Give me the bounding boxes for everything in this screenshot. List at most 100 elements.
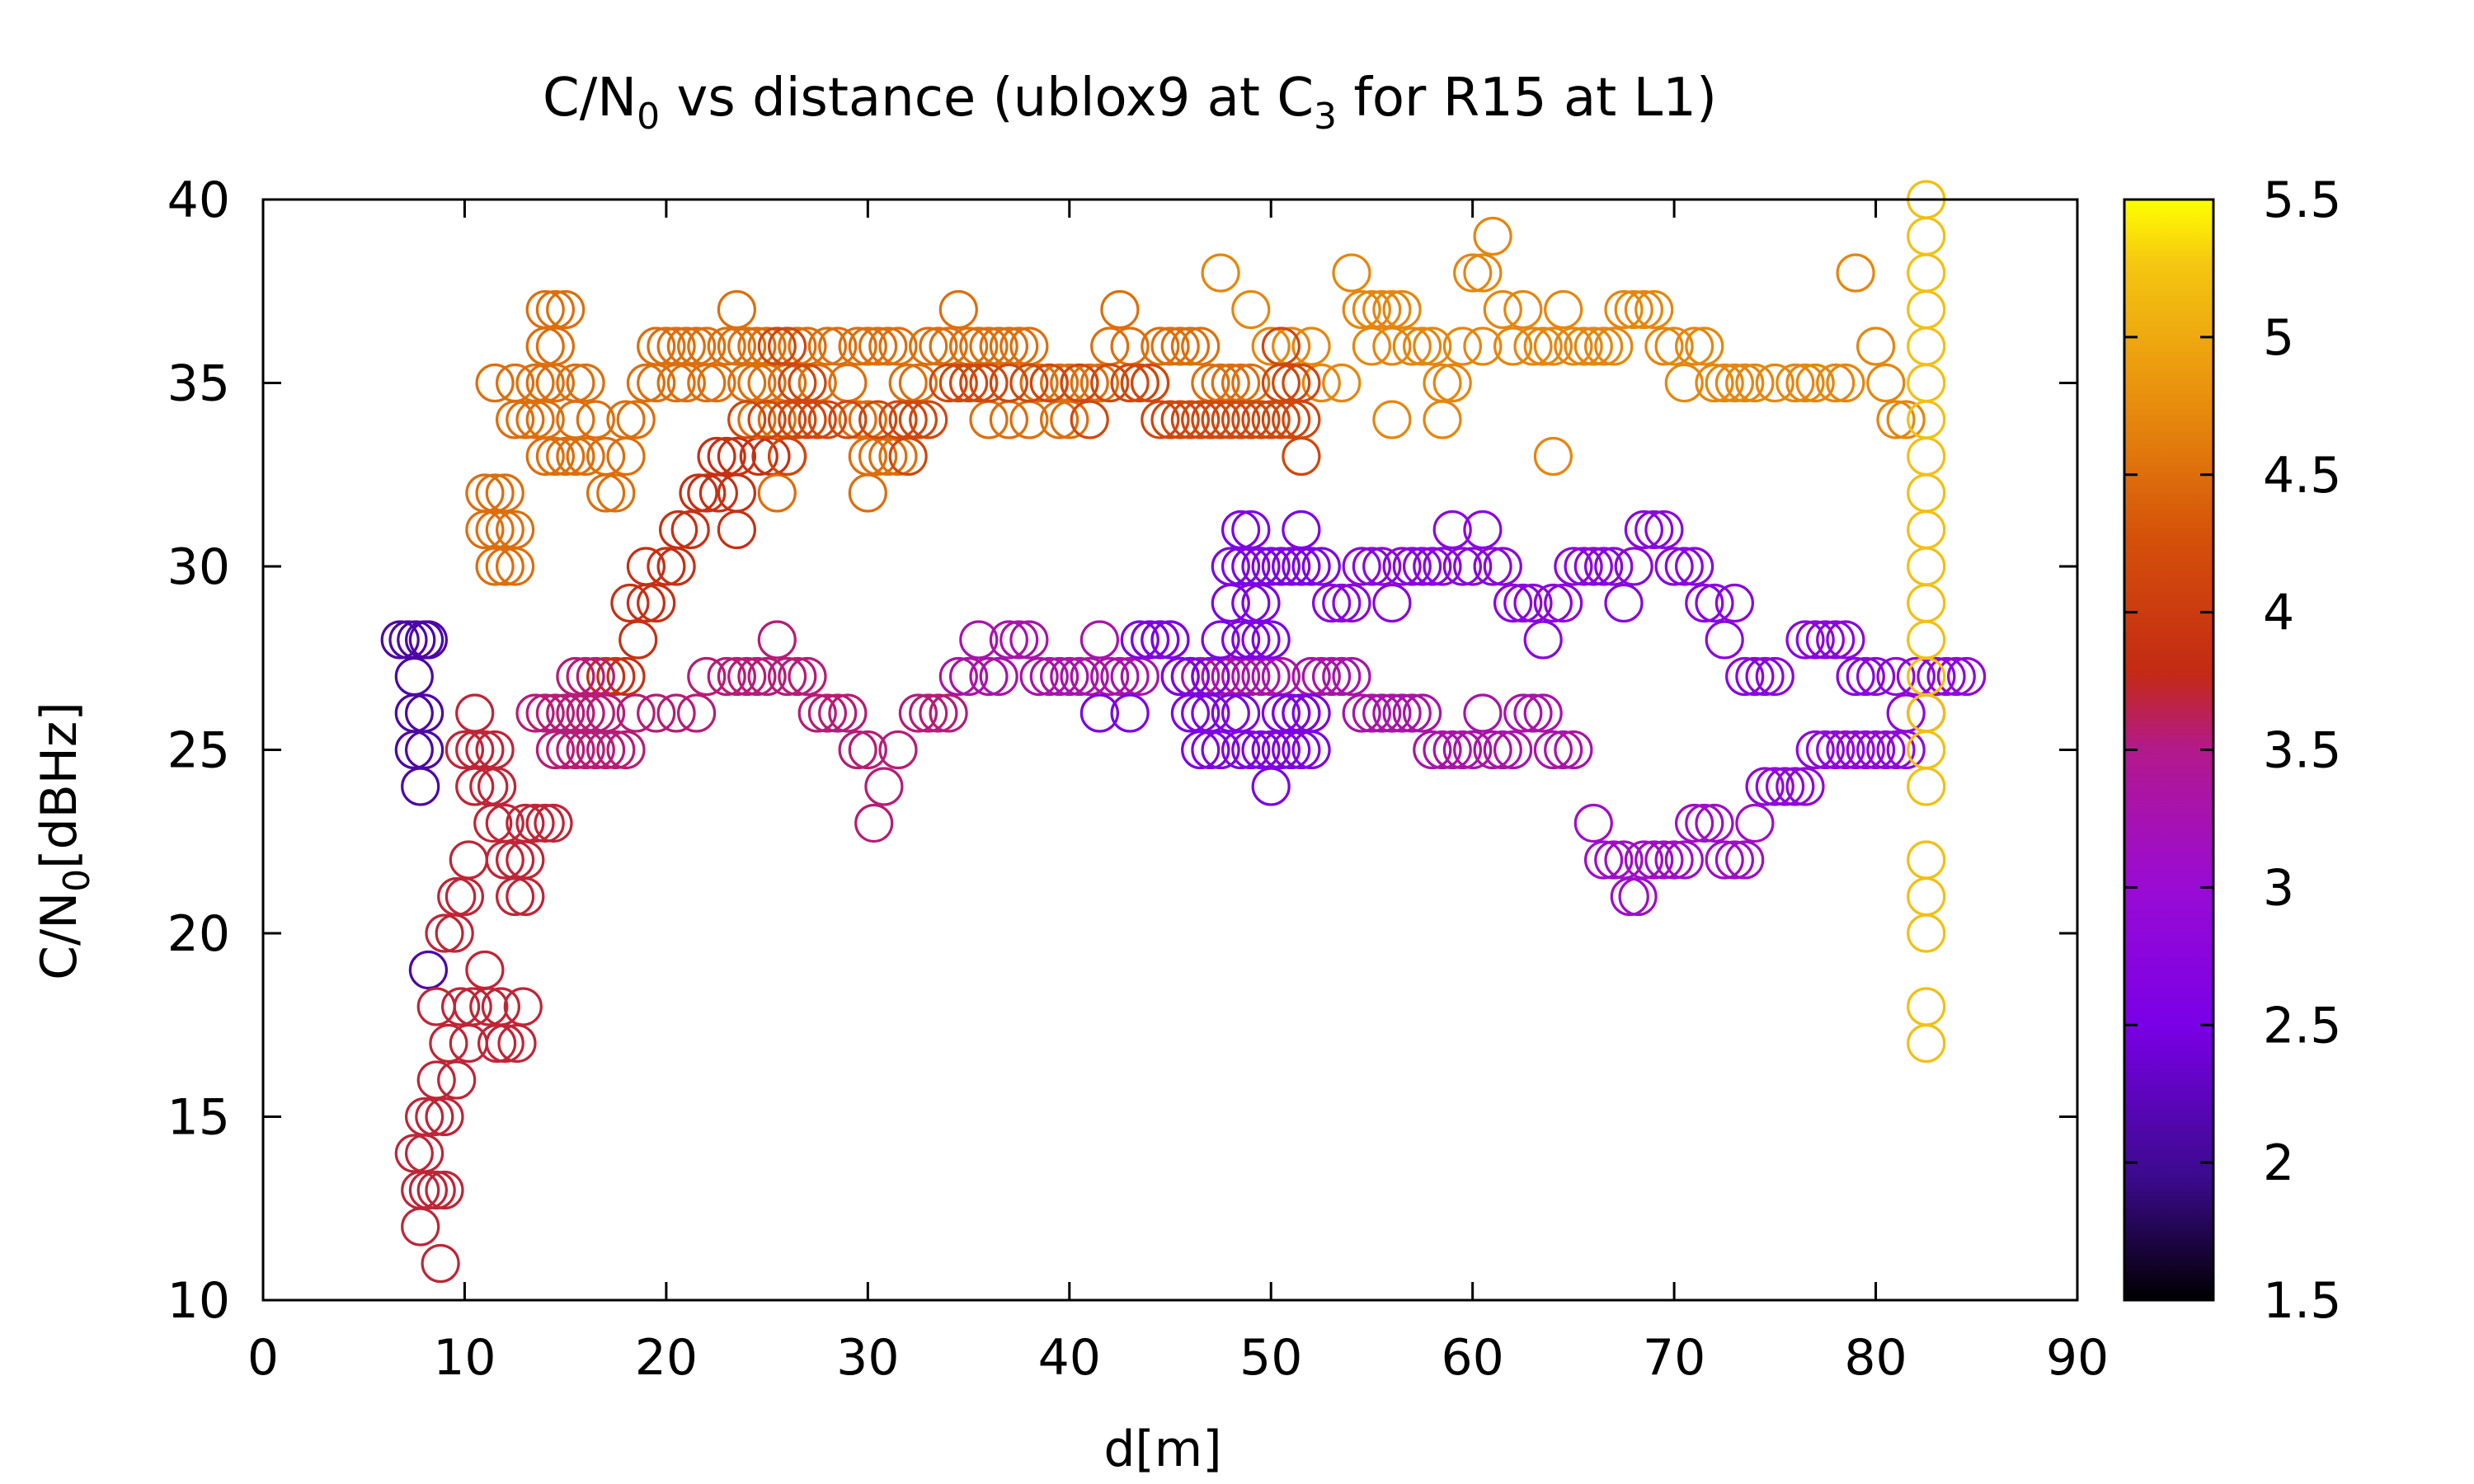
data-point [1050, 400, 1089, 439]
data-point [1221, 620, 1261, 660]
data-point [1392, 693, 1432, 733]
data-point [838, 730, 877, 770]
data-point [1705, 840, 1744, 880]
data-point [586, 730, 626, 770]
data-point [1160, 656, 1200, 697]
data-point [1423, 363, 1462, 403]
data-point [1876, 656, 1916, 697]
data-point [1291, 693, 1331, 733]
data-point [1231, 730, 1271, 770]
data-point [1311, 656, 1352, 697]
data-point [948, 363, 989, 403]
data-point [1785, 767, 1825, 806]
data-point [596, 730, 636, 770]
data-point [1493, 583, 1533, 623]
data-point [416, 1170, 456, 1210]
data-point [566, 730, 605, 770]
data-point [878, 400, 918, 439]
data-point [1382, 693, 1422, 733]
data-point [1181, 326, 1221, 366]
data-point [440, 987, 481, 1026]
data-point [1745, 767, 1785, 806]
data-point [576, 400, 615, 439]
data-point [858, 400, 898, 439]
data-point [1191, 656, 1230, 697]
data-point [1141, 326, 1180, 366]
data-point [797, 400, 837, 439]
data-point [1583, 326, 1624, 366]
data-point [1423, 730, 1462, 770]
data-point [1675, 803, 1714, 843]
data-point [1029, 363, 1069, 403]
colorbar [2123, 198, 2215, 1302]
data-point [878, 326, 918, 366]
data-point [455, 693, 495, 733]
data-point [788, 656, 827, 697]
data-point [909, 326, 948, 366]
data-point [1907, 547, 1946, 586]
data-point [1231, 510, 1271, 550]
data-point [401, 1207, 440, 1247]
data-point [475, 730, 515, 770]
data-point [465, 730, 505, 770]
data-point [818, 326, 858, 366]
data-point [546, 289, 586, 330]
data-point [1604, 840, 1644, 880]
data-point [506, 803, 545, 843]
data-point [656, 363, 696, 403]
data-point [1191, 730, 1230, 770]
data-point [534, 803, 573, 843]
data-point [506, 876, 545, 917]
data-point [717, 289, 757, 330]
data-point [1201, 253, 1240, 293]
data-point [1423, 547, 1462, 586]
data-point [737, 656, 777, 697]
data-point [506, 400, 545, 439]
x-tick-label: 30 [836, 1329, 899, 1387]
data-point [525, 693, 565, 733]
data-point [1594, 547, 1634, 586]
data-point [1826, 363, 1865, 403]
data-point [1231, 620, 1271, 660]
data-point [727, 400, 767, 439]
data-points [380, 180, 1987, 1284]
data-point [1463, 510, 1503, 550]
data-point [596, 473, 636, 513]
data-point [1816, 620, 1856, 660]
data-point [394, 656, 434, 697]
data-point [989, 400, 1029, 439]
data-point [1352, 693, 1392, 733]
data-point [566, 436, 605, 477]
data-point [1170, 326, 1211, 366]
data-point [495, 547, 535, 586]
data-point [1745, 656, 1785, 697]
data-point [475, 510, 515, 550]
data-point [1544, 730, 1583, 770]
data-point [408, 620, 449, 660]
data-point [979, 326, 1018, 366]
data-point [1604, 583, 1644, 623]
data-point [797, 693, 837, 733]
data-point [586, 473, 626, 513]
data-point [1644, 510, 1684, 550]
data-point [1251, 326, 1291, 366]
data-point [546, 730, 586, 770]
data-point [1060, 656, 1099, 697]
data-point [1846, 656, 1885, 697]
data-point [1372, 326, 1412, 366]
data-point [535, 326, 576, 366]
data-point [898, 400, 938, 439]
data-point [437, 1060, 477, 1100]
data-point [1221, 510, 1261, 550]
data-point [1322, 363, 1362, 403]
data-point [1473, 547, 1512, 586]
data-point [1826, 620, 1865, 660]
data-point [747, 400, 787, 439]
data-point [1544, 583, 1583, 623]
data-point [1261, 326, 1301, 366]
data-point [1039, 400, 1079, 439]
data-point [437, 876, 477, 917]
data-point [1523, 620, 1563, 660]
data-point [1423, 400, 1462, 439]
y-tick-label: 30 [167, 538, 230, 596]
